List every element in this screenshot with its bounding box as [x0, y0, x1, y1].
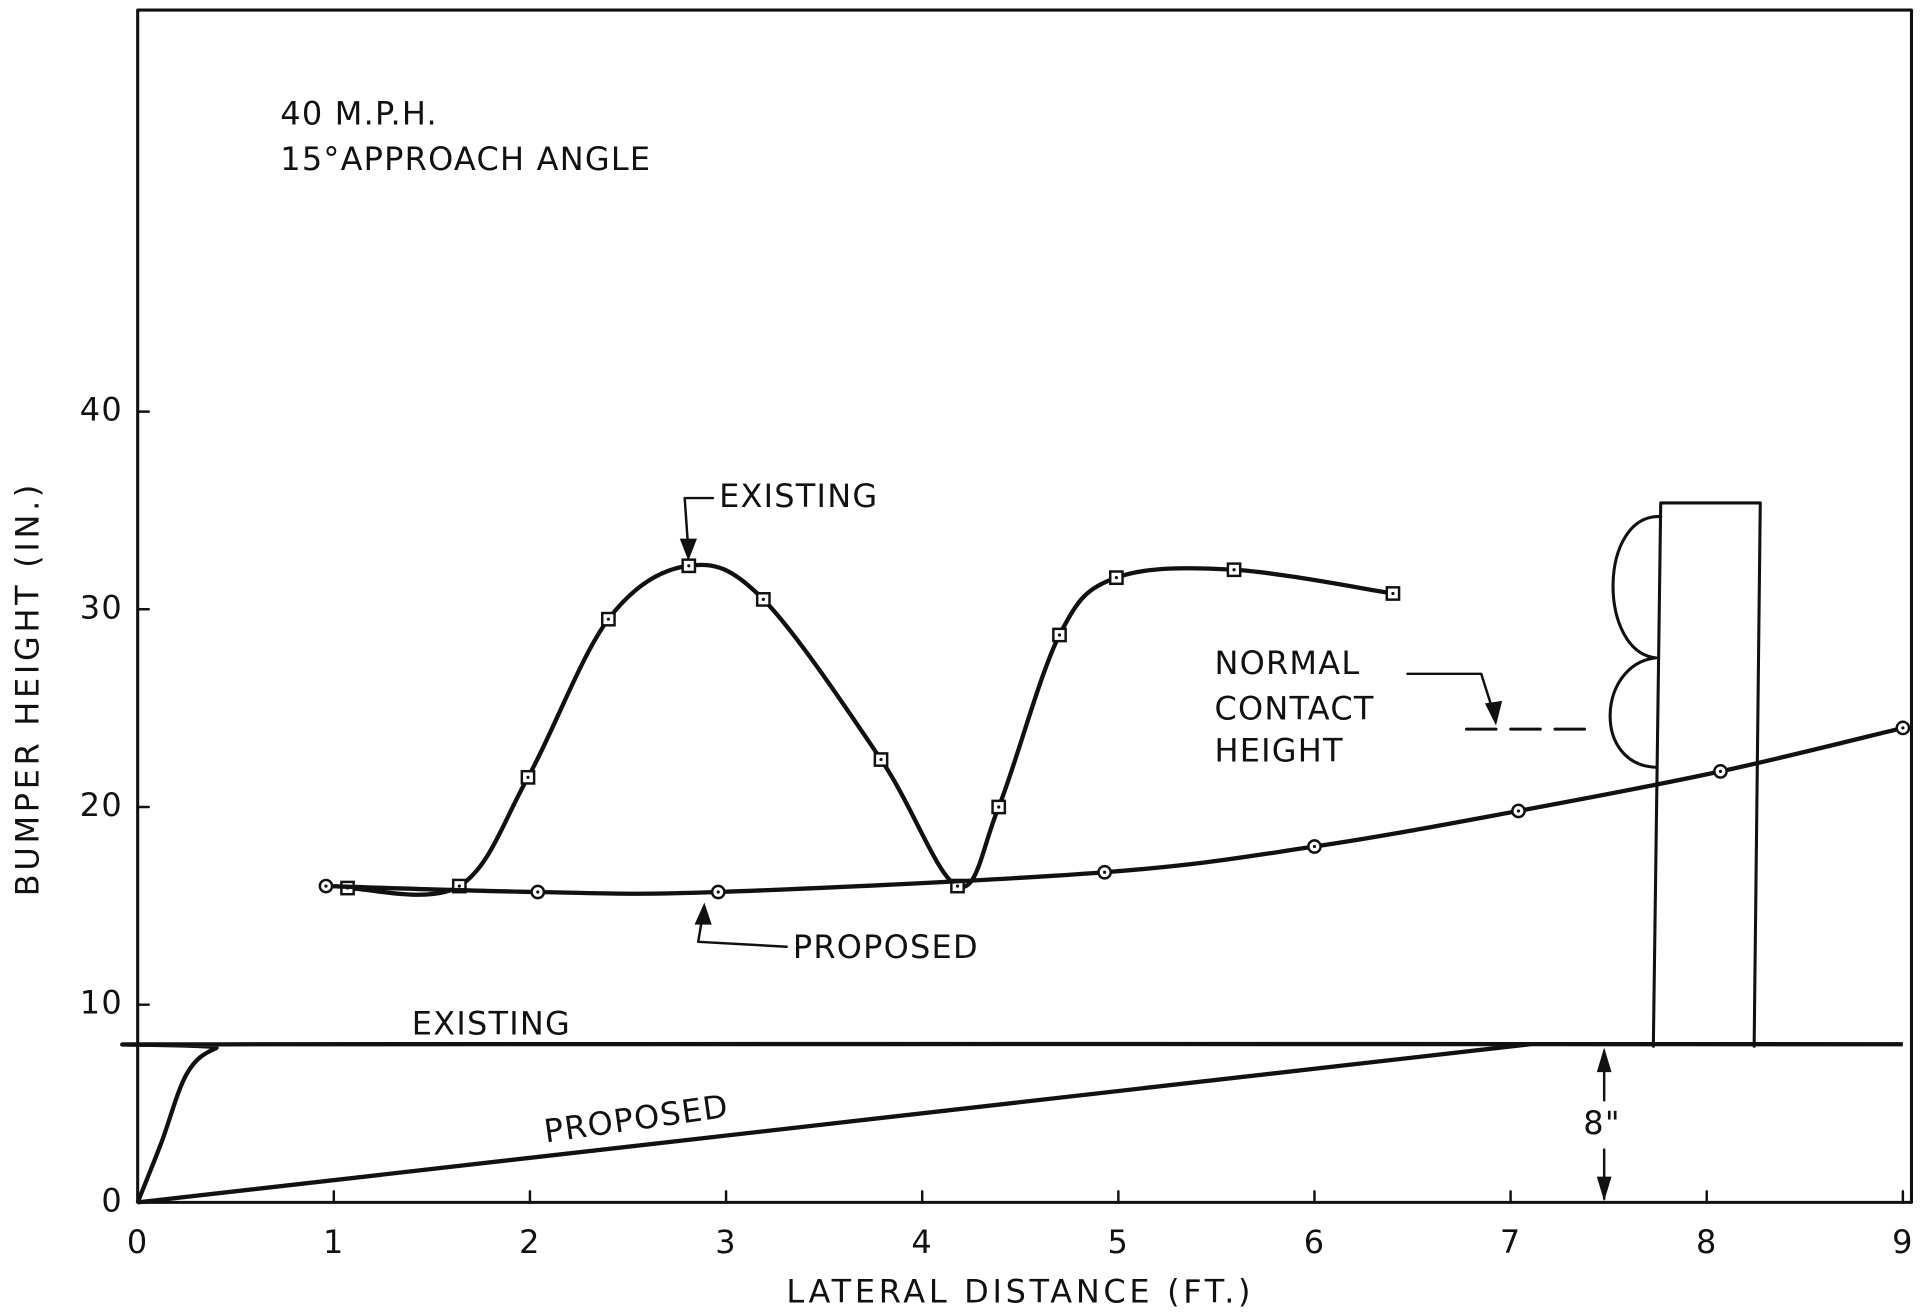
- point-dot: [716, 890, 720, 894]
- y-tick-label: 30: [80, 588, 123, 626]
- arrow-head: [694, 902, 712, 925]
- series-label: EXISTING: [719, 477, 878, 515]
- point-dot: [1718, 769, 1723, 774]
- y-axis-label: BUMPER HEIGHT (IN.): [9, 481, 47, 896]
- normal-contact-label: CONTACT: [1214, 690, 1374, 728]
- curb-label: PROPOSED: [542, 1087, 731, 1151]
- series-line: [325, 725, 1904, 896]
- guardrail-post: [1651, 501, 1762, 1048]
- x-tick-label: 7: [1500, 1223, 1522, 1261]
- point-dot: [536, 890, 540, 894]
- arrow-head: [1484, 700, 1503, 726]
- arrow-head: [679, 538, 697, 561]
- curb-height-label: 8": [1583, 1104, 1620, 1142]
- point-dot: [526, 775, 530, 779]
- point-dot: [606, 617, 610, 621]
- x-tick-label: 6: [1304, 1223, 1326, 1261]
- leader-line: [683, 496, 715, 553]
- point-dot: [1103, 870, 1107, 874]
- series-line: [120, 1041, 1903, 1204]
- x-tick-label: 5: [1108, 1223, 1130, 1261]
- x-tick-label: 0: [127, 1223, 149, 1261]
- x-tick-label: 3: [715, 1223, 737, 1261]
- point-dot: [955, 884, 960, 888]
- point-dot: [997, 805, 1001, 809]
- point-dot: [1312, 844, 1317, 849]
- point-dot: [879, 757, 883, 762]
- point-dot: [1516, 809, 1521, 813]
- point-dot: [1232, 568, 1236, 572]
- leader-line: [1406, 672, 1498, 722]
- curb-label: EXISTING: [412, 1004, 571, 1042]
- y-tick-label: 10: [80, 984, 123, 1022]
- point-dot: [457, 884, 461, 888]
- normal-contact-label: HEIGHT: [1214, 731, 1343, 769]
- x-tick-label: 9: [1892, 1223, 1914, 1261]
- y-tick-label: 40: [80, 391, 123, 429]
- y-tick-label: 0: [101, 1181, 123, 1219]
- leader-line: [696, 911, 788, 948]
- point-dot: [1391, 591, 1395, 596]
- plot-frame: [136, 8, 1914, 1204]
- x-tick-label: 4: [911, 1223, 933, 1261]
- x-tick-label: 8: [1696, 1223, 1718, 1261]
- point-dot: [761, 597, 765, 602]
- point-dot: [1901, 726, 1905, 730]
- series-line: [347, 562, 1394, 897]
- speed-note: 40 M.P.H.: [280, 95, 438, 133]
- guardrail-rail: [1608, 514, 1663, 769]
- point-dot: [1057, 633, 1062, 637]
- x-tick-label: 2: [519, 1223, 541, 1261]
- x-axis-label: LATERAL DISTANCE (FT.): [786, 1272, 1254, 1310]
- point-dot: [1114, 576, 1118, 580]
- normal-contact-label: NORMAL: [1214, 644, 1360, 682]
- series-line: [137, 1042, 1531, 1205]
- point-dot: [687, 564, 691, 568]
- x-tick-label: 1: [323, 1223, 345, 1261]
- series-label: PROPOSED: [793, 928, 979, 966]
- angle-note: 15°APPROACH ANGLE: [280, 140, 651, 178]
- y-tick-label: 20: [80, 786, 123, 824]
- point-dot: [324, 884, 328, 888]
